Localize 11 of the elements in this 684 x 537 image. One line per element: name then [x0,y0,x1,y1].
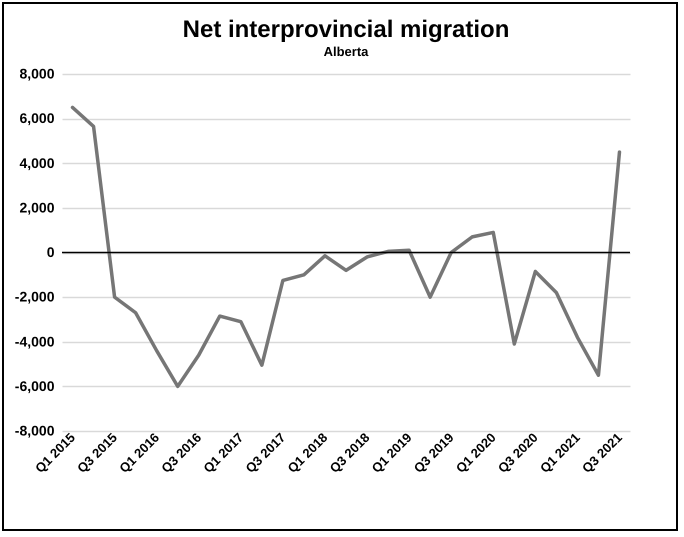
chart-title: Net interprovincial migration [182,16,510,43]
y-tick-label: -6,000 [14,378,55,394]
y-tick-label: 0 [46,244,55,260]
y-tick-label: 2,000 [19,199,55,216]
y-tick-label: -4,000 [14,333,55,350]
line-series [70,106,622,388]
y-tick-label: -2,000 [14,288,55,305]
chart-subtitle: Alberta [324,44,370,59]
y-tick-label: 6,000 [19,110,55,126]
y-tick-label: 4,000 [19,154,55,171]
y-tick-label: 8,000 [19,66,55,82]
